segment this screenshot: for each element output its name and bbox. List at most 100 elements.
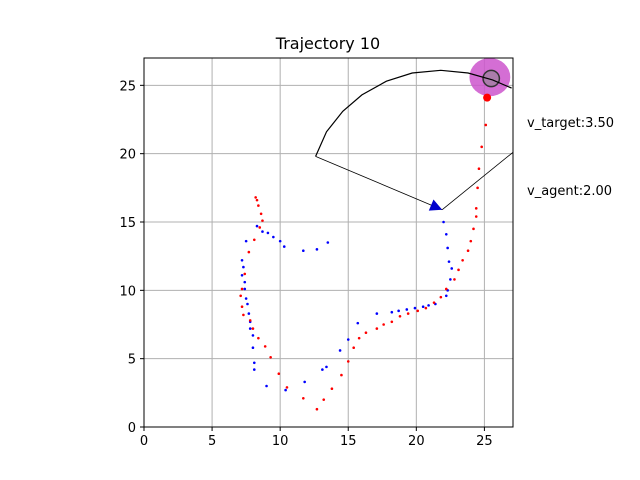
agent-point xyxy=(413,306,417,310)
target-point xyxy=(243,272,247,276)
target-point xyxy=(258,226,262,229)
target-point xyxy=(461,258,464,262)
x-tick-label: 25 xyxy=(476,434,493,449)
agent-point xyxy=(252,361,256,365)
target-point xyxy=(432,301,436,304)
agent-point xyxy=(247,312,251,315)
target-point xyxy=(424,306,428,310)
target-point xyxy=(255,198,259,202)
target-point xyxy=(364,331,368,335)
target-point xyxy=(302,397,305,400)
x-tick-label: 10 xyxy=(272,434,289,449)
target-point xyxy=(480,145,483,149)
target-point xyxy=(357,336,361,340)
agent-point xyxy=(248,327,252,330)
target-point xyxy=(375,327,379,330)
agent-point xyxy=(244,239,248,243)
target-point xyxy=(257,204,260,207)
target-point xyxy=(251,327,255,330)
agent-point xyxy=(390,310,394,314)
agent-point xyxy=(303,380,306,384)
fov-edge-right xyxy=(441,151,513,211)
agent-point xyxy=(346,338,350,341)
axis-ticks: 0 5 10 15 20 25 0 5 10 15 20 25 xyxy=(119,79,492,449)
x-tick-label: 0 xyxy=(140,434,148,449)
x-tick-label: 15 xyxy=(340,434,357,449)
agent-point xyxy=(447,260,451,263)
fov-edge-left xyxy=(315,156,443,211)
target-point xyxy=(476,186,479,190)
x-tick-label: 20 xyxy=(408,434,425,449)
agent-point xyxy=(266,231,270,235)
agent-point xyxy=(338,349,342,352)
target-point xyxy=(340,373,343,377)
axes-frame xyxy=(143,57,514,428)
target-point xyxy=(406,312,410,315)
target-point xyxy=(416,309,419,313)
agent-point xyxy=(265,384,268,388)
target-point xyxy=(248,319,252,322)
agent-point xyxy=(246,302,249,306)
chart-title: Trajectory 10 xyxy=(275,34,380,53)
plot-area xyxy=(239,58,513,411)
target-point xyxy=(466,249,470,252)
target-point xyxy=(239,294,242,298)
agent-point xyxy=(282,245,286,248)
agent-point xyxy=(325,365,328,369)
agent-point xyxy=(255,224,259,228)
target-point xyxy=(398,315,402,318)
agent-point xyxy=(240,274,244,277)
target-point xyxy=(472,227,475,231)
target-point xyxy=(240,287,244,291)
target-point xyxy=(439,295,443,299)
target-point xyxy=(382,323,385,326)
target-point xyxy=(346,360,350,363)
target-point xyxy=(322,398,326,401)
target-point xyxy=(444,287,448,291)
y-tick-label: 15 xyxy=(119,216,136,231)
target-point xyxy=(390,320,394,324)
target-point xyxy=(469,239,473,243)
agent-point xyxy=(450,267,454,270)
y-tick-label: 10 xyxy=(119,284,136,299)
agent-point xyxy=(252,368,256,371)
v-target-label: v_target:3.50 xyxy=(527,116,614,131)
agent-point xyxy=(243,280,247,284)
agent-point xyxy=(446,246,449,250)
target-point xyxy=(242,313,245,317)
target-point xyxy=(259,212,263,216)
agent-point xyxy=(315,248,319,251)
agent-point xyxy=(251,346,255,350)
target-point xyxy=(477,167,481,170)
target-point xyxy=(261,219,264,222)
agent-point xyxy=(444,233,448,236)
y-tick-label: 25 xyxy=(119,79,136,94)
y-tick-label: 0 xyxy=(128,421,136,436)
v-agent-label: v_agent:2.00 xyxy=(527,184,612,199)
target-inner-circle xyxy=(482,69,501,88)
agent-point xyxy=(321,368,324,371)
fov-arc xyxy=(315,69,512,157)
agent-point xyxy=(444,294,448,298)
target-point xyxy=(484,123,488,127)
agent-point xyxy=(356,321,360,325)
target-point xyxy=(315,407,319,411)
agent-point xyxy=(449,278,452,281)
target-point xyxy=(352,346,355,350)
target-point xyxy=(252,238,256,242)
agent-point xyxy=(244,297,248,300)
target-marker xyxy=(483,93,492,102)
target-point xyxy=(474,207,478,210)
x-tick-label: 5 xyxy=(208,434,216,449)
agent-point xyxy=(427,304,430,307)
target-point xyxy=(453,278,456,281)
agent-point xyxy=(326,241,330,244)
target-point xyxy=(247,250,251,254)
target-point xyxy=(257,336,260,340)
target-point xyxy=(330,387,334,391)
agent-point xyxy=(278,239,282,243)
agent-point xyxy=(272,235,275,239)
direction-arrow-head xyxy=(428,199,443,211)
agent-point xyxy=(243,287,247,291)
